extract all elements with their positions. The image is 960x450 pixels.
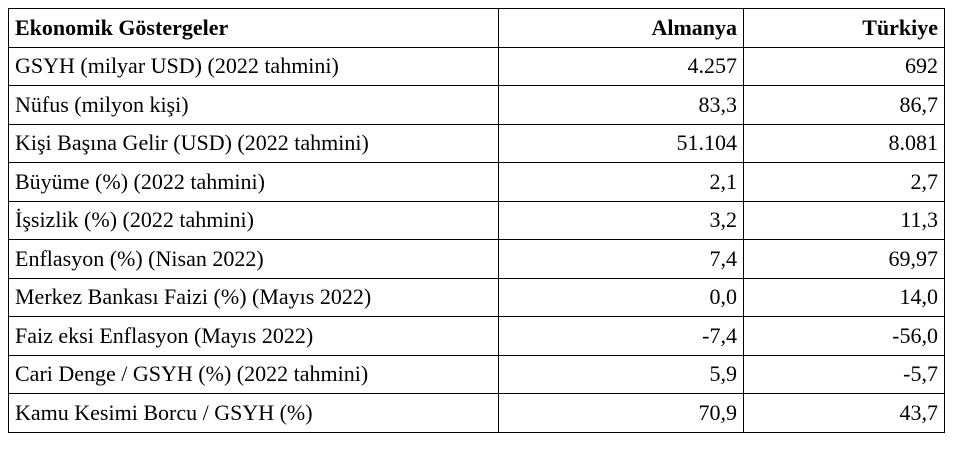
indicator-name: Merkez Bankası Faizi (%) (Mayıs 2022) <box>8 277 499 317</box>
indicator-value: 5,9 <box>498 354 744 394</box>
header-cell: Ekonomik Göstergeler <box>8 8 499 48</box>
indicator-value: 8.081 <box>743 123 945 163</box>
indicator-value: -5,7 <box>743 354 945 394</box>
indicator-name: Kamu Kesimi Borcu / GSYH (%) <box>8 393 499 433</box>
indicator-name: Faiz eksi Enflasyon (Mayıs 2022) <box>8 316 499 356</box>
table-body: GSYH (milyar USD) (2022 tahmini) 4.257 692… <box>8 46 945 433</box>
table-row: Enflasyon (%) (Nisan 2022) 7,4 69,97 <box>8 239 945 279</box>
table-row: GSYH (milyar USD) (2022 tahmini) 4.257 692 <box>8 46 945 86</box>
indicator-value: 0,0 <box>498 277 744 317</box>
indicator-name: Büyüme (%) (2022 tahmini) <box>8 162 499 202</box>
indicator-value: 70,9 <box>498 393 744 433</box>
indicator-value: 11,3 <box>743 200 945 240</box>
table-row: Merkez Bankası Faizi (%) (Mayıs 2022) 0,0… <box>8 277 945 317</box>
table-row: Faiz eksi Enflasyon (Mayıs 2022) -7,4 -56,… <box>8 316 945 356</box>
indicator-value: -56,0 <box>743 316 945 356</box>
indicator-name: Kişi Başına Gelir (USD) (2022 tahmini) <box>8 123 499 163</box>
indicator-name: İşsizlik (%) (2022 tahmini) <box>8 200 499 240</box>
table-row: Kamu Kesimi Borcu / GSYH (%) 70,9 43,7 <box>8 393 945 433</box>
indicator-table: Ekonomik Göstergeler Almanya Türkiye GSYH … <box>8 8 945 433</box>
indicator-name: Nüfus (milyon kişi) <box>8 85 499 125</box>
indicator-value: 2,1 <box>498 162 744 202</box>
indicator-name: Enflasyon (%) (Nisan 2022) <box>8 239 499 279</box>
table-row: Cari Denge / GSYH (%) (2022 tahmini) 5,9-… <box>8 354 945 394</box>
indicator-value: 43,7 <box>743 393 945 433</box>
indicator-value: 692 <box>743 46 945 86</box>
indicator-value: -7,4 <box>498 316 744 356</box>
indicator-value: 69,97 <box>743 239 945 279</box>
header-cell: Almanya <box>498 8 744 48</box>
indicator-value: 86,7 <box>743 85 945 125</box>
table-row: Kişi Başına Gelir (USD) (2022 tahmini) 51… <box>8 123 945 163</box>
indicator-value: 14,0 <box>743 277 945 317</box>
table-row: İşsizlik (%) (2022 tahmini) 3,2 11,3 <box>8 200 945 240</box>
header-cell: Türkiye <box>743 8 945 48</box>
header-row: Ekonomik Göstergeler Almanya Türkiye <box>8 8 945 48</box>
indicator-value: 83,3 <box>498 85 744 125</box>
indicator-value: 4.257 <box>498 46 744 86</box>
table-row: Nüfus (milyon kişi) 83,3 86,7 <box>8 85 945 125</box>
indicator-value: 3,2 <box>498 200 744 240</box>
table-row: Büyüme (%) (2022 tahmini) 2,1 2,7 <box>8 162 945 202</box>
indicator-value: 51.104 <box>498 123 744 163</box>
indicator-value: 7,4 <box>498 239 744 279</box>
indicator-value: 2,7 <box>743 162 945 202</box>
indicator-name: GSYH (milyar USD) (2022 tahmini) <box>8 46 499 86</box>
indicator-name: Cari Denge / GSYH (%) (2022 tahmini) <box>8 354 499 394</box>
